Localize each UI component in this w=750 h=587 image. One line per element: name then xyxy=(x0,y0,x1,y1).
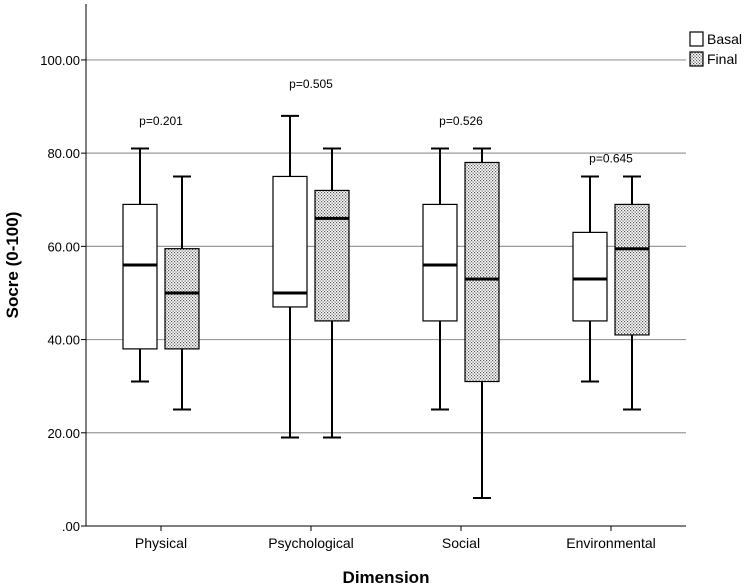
box-basal-physical xyxy=(122,147,158,383)
box-iqr xyxy=(422,203,458,322)
legend-swatch-basal xyxy=(689,31,704,47)
y-tick-label: 20.00 xyxy=(47,426,80,441)
axes: .00 20.00 40.00 60.00 80.00 100.00 Physical Psy… xyxy=(3,4,686,587)
y-axis-title: Socre (0-100) xyxy=(3,212,22,319)
x-tick-label: Physical xyxy=(135,535,187,551)
legend: Basal Final xyxy=(689,31,742,67)
y-tick-label: .00 xyxy=(62,519,80,534)
legend-swatch-final xyxy=(689,51,704,67)
legend-label-final: Final xyxy=(707,51,737,67)
p-value-annotation: p=0.201 xyxy=(139,114,183,128)
box-final-social xyxy=(464,147,500,500)
box-final-environmental xyxy=(614,175,650,411)
box-iqr xyxy=(164,248,200,350)
p-value-annotation: p=0.526 xyxy=(439,114,483,128)
x-tick-label: Psychological xyxy=(268,535,354,551)
p-value-annotation: p=0.505 xyxy=(289,77,333,91)
box-final-psychological xyxy=(314,147,350,439)
box-basal-social xyxy=(422,147,458,411)
p-value-annotation: p=0.645 xyxy=(589,151,633,165)
box-basal-environmental xyxy=(572,175,608,383)
legend-label-basal: Basal xyxy=(707,31,742,47)
box-iqr xyxy=(572,231,608,322)
box-iqr xyxy=(464,161,500,383)
y-tick-label: 100.00 xyxy=(40,53,80,68)
box-basal-psychological xyxy=(272,114,308,439)
x-tick-label: Social xyxy=(442,535,480,551)
box-iqr xyxy=(122,203,158,350)
box-iqr xyxy=(614,203,650,336)
y-tick-label: 60.00 xyxy=(47,239,80,254)
box-final-physical xyxy=(164,175,200,411)
y-tick-label: 80.00 xyxy=(47,146,80,161)
box-iqr xyxy=(272,175,308,308)
y-tick-label: 40.00 xyxy=(47,333,80,348)
x-axis-title: Dimension xyxy=(343,568,430,587)
boxes xyxy=(122,114,650,500)
x-tick-label: Environmental xyxy=(566,535,656,551)
annotations: p=0.201 p=0.505 p=0.526 p=0.645 xyxy=(139,77,633,166)
box-iqr xyxy=(314,189,350,322)
